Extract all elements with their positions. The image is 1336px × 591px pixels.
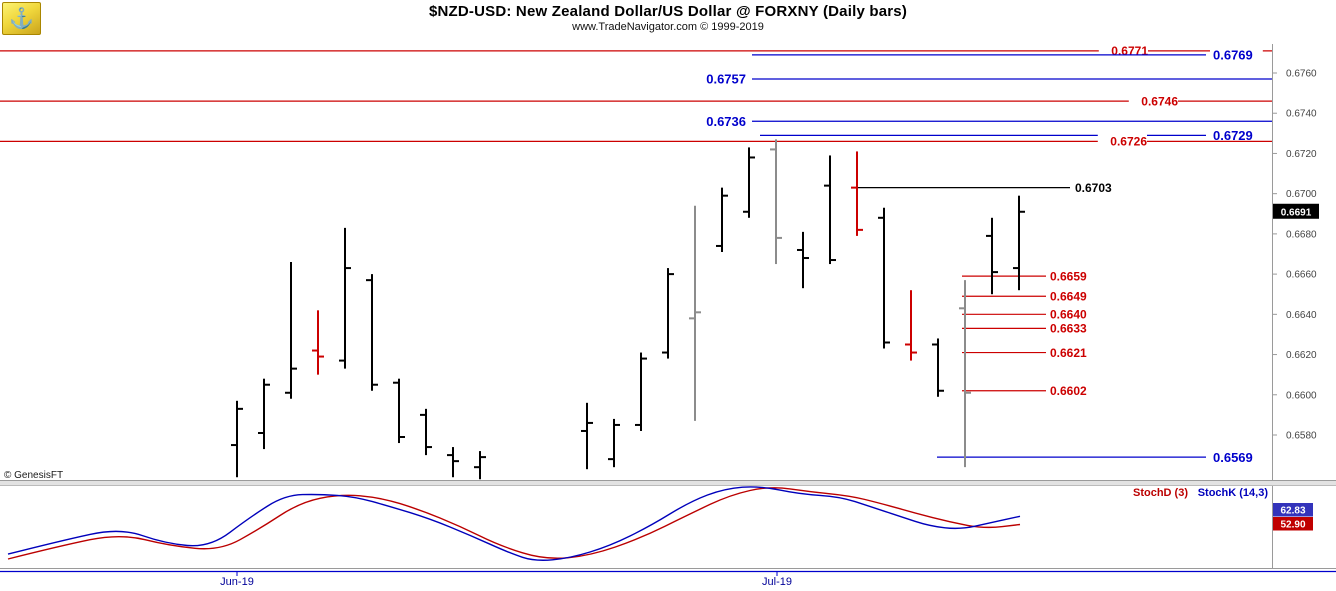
ohlc-bar [312, 310, 324, 375]
stoch-d-legend[interactable]: StochD (3) [1133, 487, 1188, 499]
price-axis-tick-label: 0.6740 [1286, 109, 1317, 120]
genesisft-watermark: © GenesisFT [4, 470, 63, 481]
anchor-icon: ⚓ [9, 7, 34, 30]
ohlc-bar [1013, 195, 1025, 291]
price-level-label-bg [1098, 42, 1148, 59]
price-level-label: 0.6703 [1075, 181, 1112, 195]
ohlc-bar [420, 408, 432, 456]
price-level-label: 0.6726 [1110, 135, 1147, 149]
time-axis-label: Jul-19 [762, 576, 792, 588]
ohlc-bar [824, 155, 836, 265]
stoch-d-value: 52.90 [1280, 520, 1305, 531]
ohlc-bar [689, 205, 701, 421]
ohlc-bar [662, 268, 674, 359]
price-level-label-bg [1210, 447, 1263, 465]
price-level-label: 0.6659 [1050, 269, 1087, 283]
ohlc-bar [608, 418, 620, 468]
stoch-k-line [7, 486, 1021, 561]
ohlc-bar [474, 451, 486, 480]
price-axis-tick-label: 0.6760 [1286, 69, 1317, 80]
stoch-k-value: 62.83 [1280, 506, 1305, 517]
ohlc-bar [770, 139, 782, 265]
ohlc-bar [393, 378, 405, 444]
genesis-logo: ⚓ [2, 2, 41, 35]
price-level-label: 0.6757 [706, 72, 746, 87]
price-level-label-bg [1072, 179, 1122, 196]
price-levels: 0.6771 0.6769 0.6757 0.6746 0.6736 0.6729 0.67… [0, 42, 1272, 465]
price-axis-tick-label: 0.6580 [1286, 430, 1317, 441]
ohlc-bar [743, 147, 755, 218]
ohlc-bar [339, 227, 351, 369]
ohlc-bar [797, 231, 809, 289]
price-level-label-bg [1128, 92, 1178, 109]
last-price-box [1273, 203, 1319, 219]
price-axis-tick-label: 0.6600 [1286, 390, 1317, 401]
price-axis-tick-label: 0.6720 [1286, 149, 1317, 160]
price-axis-tick-label: 0.6680 [1286, 229, 1317, 240]
stoch-k-value-box [1273, 503, 1313, 517]
price-axis-tick-label: 0.6660 [1286, 270, 1317, 281]
price-level-label-bg [1047, 267, 1097, 284]
ohlc-bar [581, 402, 593, 470]
ohlc-bar [986, 217, 998, 295]
price-level-label: 0.6729 [1213, 128, 1253, 143]
ohlc-bar [905, 290, 917, 361]
time-axis-label: Jun-19 [220, 576, 254, 588]
price-bars [231, 139, 1025, 480]
stoch-d-line [7, 487, 1021, 560]
ohlc-bar [285, 262, 297, 399]
price-level-label-bg [1047, 319, 1097, 336]
price-axis-tick-label: 0.6700 [1286, 189, 1317, 200]
ohlc-bar [851, 151, 863, 236]
ohlc-bar [878, 207, 890, 349]
price-level-label-bg [1047, 343, 1097, 360]
price-level-label: 0.6746 [1141, 94, 1178, 108]
ohlc-bar [932, 338, 944, 397]
price-axis-tick-label: 0.6640 [1286, 310, 1317, 321]
price-level-label-bg [693, 112, 746, 130]
price-level-label-bg [1047, 382, 1097, 399]
ohlc-bar [716, 187, 728, 252]
price-level-label-bg [693, 69, 746, 87]
price-level-label: 0.6569 [1213, 450, 1253, 465]
price-level-label: 0.6633 [1050, 322, 1087, 336]
price-axis-tick-label: 0.6620 [1286, 350, 1317, 361]
price-level-label: 0.6736 [706, 114, 746, 129]
price-level-label-bg [1097, 132, 1147, 149]
price-level-label: 0.6649 [1050, 290, 1087, 304]
price-level-label-bg [1210, 126, 1263, 144]
last-price-label: 0.6691 [1281, 207, 1312, 218]
ohlc-bar [447, 447, 459, 478]
ohlc-bar [366, 274, 378, 391]
price-level-label-bg [1210, 45, 1263, 63]
ohlc-bar [231, 400, 243, 478]
price-level-label: 0.6640 [1050, 308, 1087, 322]
ohlc-bar [635, 352, 647, 431]
price-level-label: 0.6771 [1111, 44, 1148, 58]
price-level-label: 0.6602 [1050, 384, 1087, 398]
panel-divider-band [0, 481, 1336, 486]
price-level-label: 0.6621 [1050, 346, 1087, 360]
stoch-k-legend[interactable]: StochK (14,3) [1198, 487, 1269, 499]
price-level-label-bg [1047, 305, 1097, 322]
price-level-label-bg [1047, 287, 1097, 304]
ohlc-bar [258, 378, 270, 450]
price-axis: 0.6760 0.6740 0.6720 0.6700 0.6680 0.6660 0.66… [1272, 69, 1317, 441]
price-level-label: 0.6769 [1213, 48, 1253, 63]
stoch-d-value-box [1273, 517, 1313, 531]
ohlc-bar [959, 280, 971, 468]
